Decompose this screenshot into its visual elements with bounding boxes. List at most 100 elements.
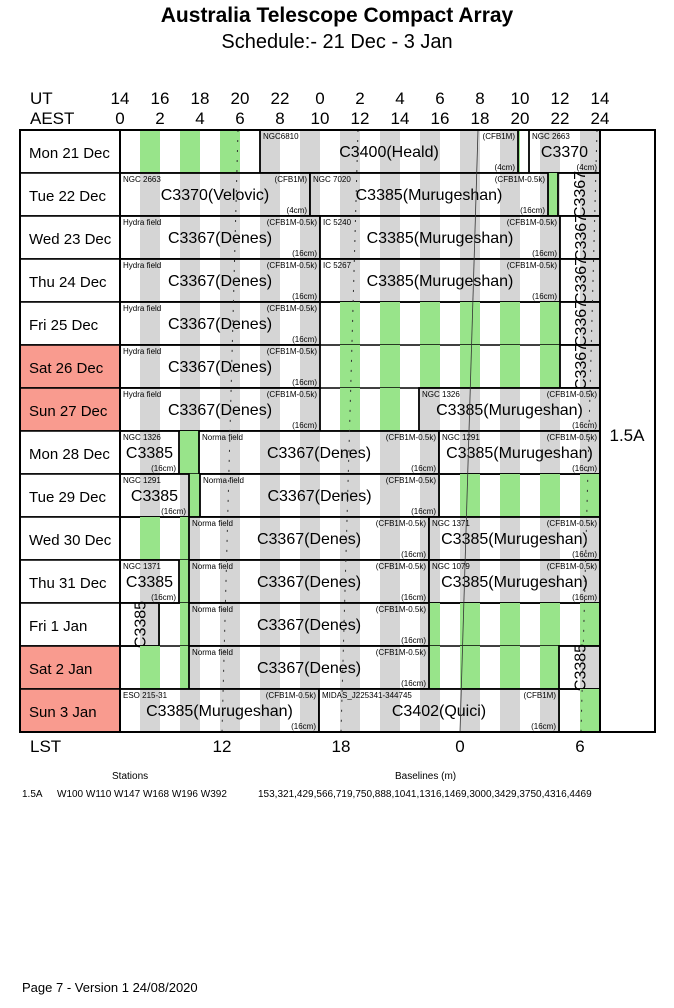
busy-stripe <box>380 216 400 259</box>
free-stripe <box>580 474 600 517</box>
busy-stripe <box>260 517 280 560</box>
aest-tick: 8 <box>275 109 284 128</box>
free-stripe <box>540 302 560 345</box>
busy-stripe <box>260 388 280 431</box>
block-config: (CFB1M) <box>524 691 557 700</box>
block-band: (16cm) <box>531 722 556 731</box>
block-band: (16cm) <box>292 378 317 387</box>
busy-stripe <box>340 431 360 474</box>
day-cell <box>19 645 121 690</box>
block-source: Hydra field <box>123 304 161 313</box>
ut-tick: 6 <box>435 89 444 108</box>
free-stripe <box>460 646 480 689</box>
aest-tick: 22 <box>551 109 570 128</box>
busy-stripe <box>340 560 360 603</box>
baselines-header: Baselines (m) <box>395 771 457 782</box>
free-stripe <box>500 603 520 646</box>
busy-stripe <box>300 130 320 173</box>
block-band: (16cm) <box>572 464 597 473</box>
block-band: (16cm) <box>532 249 557 258</box>
busy-stripe <box>300 345 320 388</box>
busy-stripe <box>420 388 440 431</box>
block-config: (CFB1M) <box>483 132 516 141</box>
ut-tick: 14 <box>111 89 130 108</box>
busy-stripe <box>220 345 240 388</box>
free-stripe <box>540 646 560 689</box>
free-stripe <box>500 302 520 345</box>
busy-stripe <box>340 517 360 560</box>
busy-stripe <box>300 560 320 603</box>
day-label: Mon 28 Dec <box>29 446 110 463</box>
busy-stripe <box>260 474 280 517</box>
block-config: (CFB1M-0.5k) <box>507 218 558 227</box>
block-label: C3367(Denes) <box>257 660 361 677</box>
block-label: C3367(Denes) <box>168 230 272 247</box>
day-label: Sun 3 Jan <box>29 704 97 721</box>
busy-stripe <box>300 216 320 259</box>
busy-stripe <box>180 388 200 431</box>
block-label: C3385 <box>126 445 173 462</box>
lst-0-line <box>459 129 479 733</box>
block-label: C3367(Denes) <box>168 359 272 376</box>
busy-stripe <box>558 173 560 216</box>
block-label: C3385 <box>573 644 590 691</box>
busy-stripe <box>580 173 600 216</box>
busy-stripe <box>380 173 400 216</box>
free-stripe <box>140 130 160 173</box>
block-label: C3370(Velovic) <box>161 187 270 204</box>
block-source: NGC 1291 <box>442 433 480 442</box>
busy-stripe <box>500 216 520 259</box>
busy-stripe <box>189 517 200 560</box>
busy-stripe <box>420 173 440 216</box>
free-stripe <box>500 474 520 517</box>
busy-stripe <box>380 689 400 732</box>
busy-stripe <box>340 216 360 259</box>
block-source: NGC6810 <box>263 132 299 141</box>
ut-tick: 22 <box>271 89 290 108</box>
aest-tick: 20 <box>511 109 530 128</box>
busy-stripe <box>340 474 360 517</box>
block-config: (CFB1M-0.5k) <box>547 433 598 442</box>
block-label: C3367 <box>572 171 589 218</box>
block-config: (CFB1M-0.5k) <box>547 390 598 399</box>
busy-stripe <box>260 302 280 345</box>
block-band: (16cm) <box>292 335 317 344</box>
block-config: (CFB1M-0.5k) <box>386 476 437 485</box>
block-label: C3385 <box>133 601 150 648</box>
free-stripe <box>540 474 560 517</box>
block-config: (CFB1M) <box>275 175 308 184</box>
block-source: IC 5240 <box>323 218 352 227</box>
page-title: Australia Telescope Compact Array <box>160 4 514 27</box>
lst-tick: 18 <box>332 737 351 756</box>
block-source: NGC 1326 <box>422 390 460 399</box>
ut-tick: 12 <box>551 89 570 108</box>
stations-list: W100 W110 W147 W168 W196 W392 <box>57 789 227 800</box>
busy-stripe <box>580 259 600 302</box>
busy-stripe <box>420 431 439 474</box>
ut-tick: 20 <box>231 89 250 108</box>
lst-tick: 0 <box>455 737 464 756</box>
busy-stripe <box>460 689 480 732</box>
day-label: Mon 21 Dec <box>29 145 110 162</box>
busy-stripe <box>429 517 440 560</box>
block-label: C3367 <box>573 300 590 347</box>
busy-stripe <box>220 173 240 216</box>
block-band: (16cm) <box>292 249 317 258</box>
ut-tick: 14 <box>591 89 610 108</box>
aest-tick: 4 <box>195 109 204 128</box>
busy-stripe <box>140 431 160 474</box>
free-stripe <box>380 388 400 431</box>
ut-tick: 0 <box>315 89 324 108</box>
day-label: Thu 31 Dec <box>29 575 107 592</box>
busy-stripe <box>500 689 520 732</box>
free-stripe <box>540 345 560 388</box>
busy-stripe <box>140 345 160 388</box>
busy-stripe <box>500 517 520 560</box>
busy-stripe <box>580 388 600 431</box>
busy-stripe <box>580 130 600 173</box>
day-label: Wed 23 Dec <box>29 231 112 248</box>
busy-stripe <box>500 173 520 216</box>
free-stripe <box>340 345 360 388</box>
block-config: (CFB1M-0.5k) <box>376 562 427 571</box>
free-stripe <box>180 431 200 474</box>
